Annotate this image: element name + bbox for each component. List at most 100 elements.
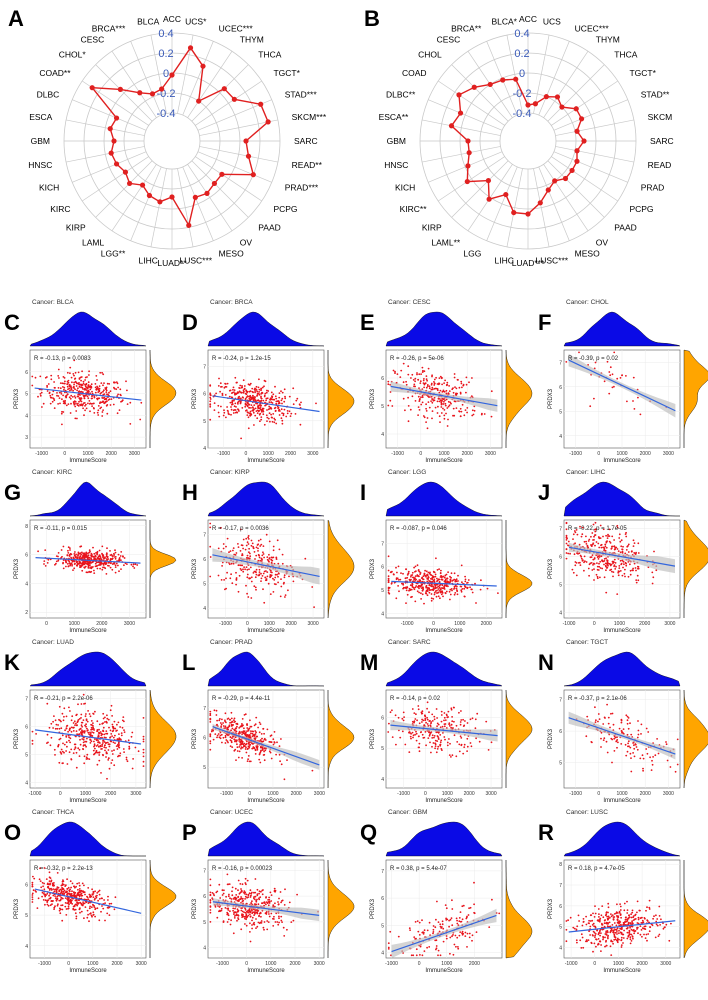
data-point — [88, 403, 91, 405]
panel-label: F — [538, 310, 551, 335]
radar-category-label: TGCT* — [629, 68, 656, 78]
data-point — [440, 593, 443, 596]
data-point — [453, 593, 456, 596]
data-point — [53, 748, 56, 751]
radar-category-label: LUSC*** — [179, 256, 212, 266]
data-point — [665, 743, 668, 746]
data-point — [270, 556, 273, 559]
data-point — [75, 751, 78, 754]
y-tick-label: 7 — [203, 533, 206, 539]
data-point — [229, 745, 232, 747]
data-point — [445, 578, 447, 581]
data-point — [613, 385, 615, 388]
data-point — [244, 398, 247, 401]
radar-point — [581, 138, 587, 144]
data-point — [83, 394, 86, 397]
data-point — [463, 724, 466, 727]
data-point — [609, 564, 612, 567]
data-point — [426, 723, 429, 725]
data-point — [284, 397, 287, 400]
data-point — [263, 759, 266, 762]
data-point — [244, 568, 247, 571]
data-point — [94, 890, 96, 893]
data-point — [257, 407, 260, 410]
data-point — [601, 559, 603, 562]
data-point — [411, 731, 414, 734]
data-point — [105, 732, 107, 735]
data-point — [445, 590, 448, 593]
data-point — [77, 747, 80, 750]
data-point — [105, 391, 108, 393]
radar-point — [525, 211, 531, 217]
radar-point — [500, 77, 506, 83]
data-point — [105, 573, 108, 575]
data-point — [31, 896, 34, 898]
data-point — [247, 543, 250, 545]
data-point — [56, 872, 59, 874]
data-point — [281, 412, 283, 415]
data-point — [236, 743, 238, 746]
data-point — [436, 740, 439, 742]
data-point — [260, 404, 262, 407]
data-point — [445, 392, 448, 395]
data-point — [231, 391, 234, 394]
data-point — [106, 721, 108, 724]
data-point — [80, 717, 82, 719]
data-point — [275, 556, 278, 559]
data-point — [412, 379, 415, 381]
data-point — [444, 738, 446, 741]
data-point — [571, 568, 574, 571]
data-point — [241, 407, 244, 409]
data-point — [426, 417, 429, 419]
data-point — [93, 740, 95, 743]
data-point — [103, 398, 106, 401]
radar-category-label: SARC — [650, 136, 674, 146]
data-point — [94, 386, 97, 389]
data-point — [246, 727, 249, 729]
data-point — [418, 398, 421, 401]
data-point — [31, 883, 34, 886]
data-point — [84, 379, 86, 381]
data-point — [209, 384, 212, 387]
data-point — [106, 912, 109, 915]
data-point — [463, 595, 466, 598]
data-point — [54, 888, 56, 891]
data-point — [255, 716, 258, 719]
data-point — [89, 571, 92, 574]
data-point — [617, 741, 619, 744]
data-point — [605, 569, 607, 572]
data-point — [222, 725, 225, 727]
data-point — [259, 406, 262, 408]
data-point — [263, 747, 266, 750]
data-point — [63, 743, 66, 746]
data-point — [450, 576, 452, 579]
data-point — [61, 712, 64, 715]
data-point — [633, 408, 636, 410]
data-point — [111, 715, 113, 717]
data-point — [107, 718, 110, 721]
data-point — [106, 404, 109, 406]
data-point — [226, 409, 229, 412]
data-point — [446, 381, 449, 384]
data-point — [115, 745, 118, 747]
data-point — [256, 394, 259, 396]
regression-line — [568, 717, 676, 755]
data-point — [50, 889, 53, 891]
data-point — [426, 580, 429, 583]
data-point — [262, 410, 265, 413]
data-point — [600, 546, 603, 549]
data-point — [234, 409, 237, 411]
data-point — [244, 923, 246, 925]
data-point — [250, 730, 252, 732]
data-point — [414, 586, 417, 589]
y-tick-label: 7 — [559, 360, 562, 366]
data-point — [608, 392, 611, 395]
data-point — [597, 720, 599, 723]
data-point — [70, 376, 73, 379]
data-point — [142, 748, 145, 751]
data-point — [453, 376, 456, 379]
radar-category-label: OV — [240, 237, 253, 247]
data-point — [86, 753, 89, 756]
data-point — [95, 749, 98, 752]
